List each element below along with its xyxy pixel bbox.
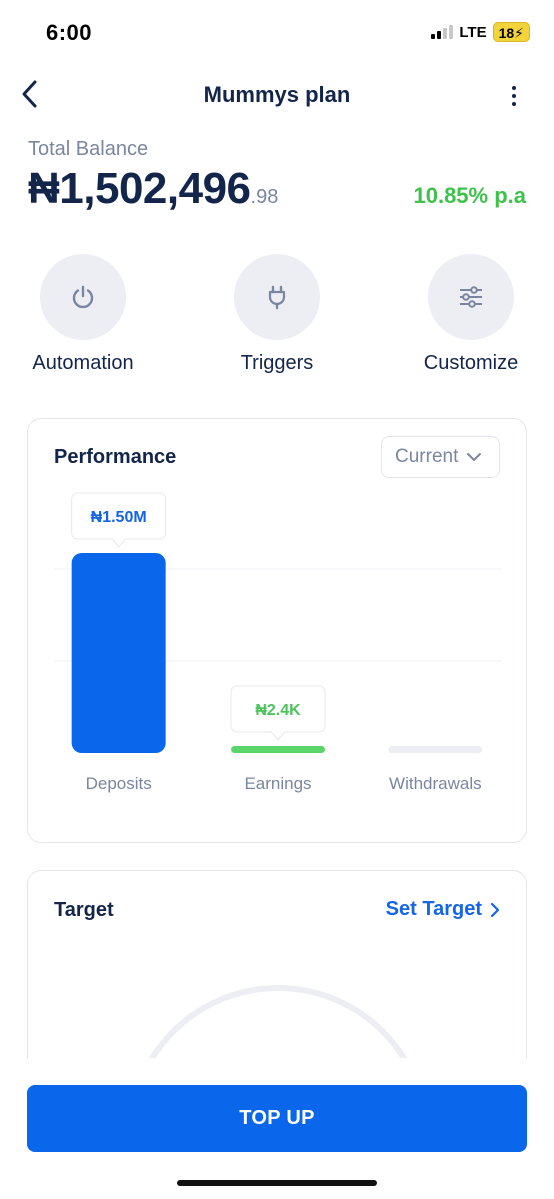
balance-amount: ₦1,502,496: [28, 164, 251, 213]
sliders-icon: [460, 286, 482, 308]
period-value: Current: [395, 446, 459, 467]
top-up-button[interactable]: TOP UP: [27, 1085, 527, 1152]
total-balance: ₦1,502,496.98: [28, 164, 278, 214]
plug-icon: [268, 285, 286, 310]
more-options-button[interactable]: [502, 78, 526, 114]
chevron-left-icon: [22, 80, 37, 108]
value-label: ₦1.50M: [91, 509, 147, 526]
bar-earnings: [231, 746, 325, 753]
automation-button[interactable]: Automation: [3, 254, 163, 375]
category-label: Earnings: [244, 774, 311, 793]
value-tooltip: ₦1.50M: [71, 492, 167, 548]
category-label: Deposits: [86, 774, 152, 793]
tooltip-pointer: [111, 538, 127, 548]
period-dropdown[interactable]: Current: [381, 436, 500, 478]
status-indicators: LTE 18⚡: [431, 22, 530, 42]
chevron-down-icon: [467, 453, 482, 461]
interest-rate: 10.85% p.a: [413, 183, 526, 208]
tooltip-pointer-mask: [112, 537, 125, 540]
network-type: LTE: [459, 23, 487, 41]
customize-label: Customize: [423, 352, 519, 374]
category-label: Withdrawals: [389, 774, 482, 793]
tooltip-pointer: [270, 731, 286, 741]
customize-button[interactable]: Customize: [391, 254, 551, 375]
page-header: Mummys plan: [0, 70, 554, 120]
automation-icon-circle: [40, 254, 126, 340]
value-tooltip: ₦2.4K: [230, 685, 326, 741]
triggers-label: Triggers: [240, 352, 314, 374]
status-time: 6:00: [46, 20, 93, 45]
power-icon: [72, 285, 94, 309]
performance-title: Performance: [54, 446, 177, 468]
triggers-icon-circle: [234, 254, 320, 340]
bar-withdrawals: [388, 746, 483, 753]
automation-label: Automation: [32, 352, 134, 374]
customize-icon-circle: [428, 254, 514, 340]
battery-indicator: 18⚡: [492, 22, 530, 42]
performance-chart: Deposits ₦1.50M Earnings ₦2.4K Withdrawals: [54, 492, 502, 793]
quick-actions: Automation Triggers Customize: [0, 254, 554, 384]
value-label: ₦2.4K: [255, 702, 301, 719]
bar-deposits: [71, 553, 166, 753]
balance-label: Total Balance: [28, 138, 149, 160]
back-button[interactable]: [12, 76, 48, 112]
balance-cents: .98: [250, 186, 279, 208]
set-target-label: Set Target: [385, 898, 482, 920]
signal-icon: [431, 25, 454, 39]
set-target-button[interactable]: Set Target: [386, 898, 500, 921]
home-indicator: [177, 1180, 377, 1186]
performance-card: Performance Current Deposits ₦1.50M Earnin…: [27, 418, 527, 843]
battery-level: 18: [498, 25, 515, 41]
triggers-button[interactable]: Triggers: [197, 254, 357, 375]
target-title: Target: [54, 899, 114, 921]
chevron-right-icon: [490, 902, 500, 917]
tooltip-pointer-mask: [272, 730, 284, 733]
page-title: Mummys plan: [203, 82, 351, 107]
status-bar: 6:00 LTE 18⚡: [0, 0, 554, 64]
